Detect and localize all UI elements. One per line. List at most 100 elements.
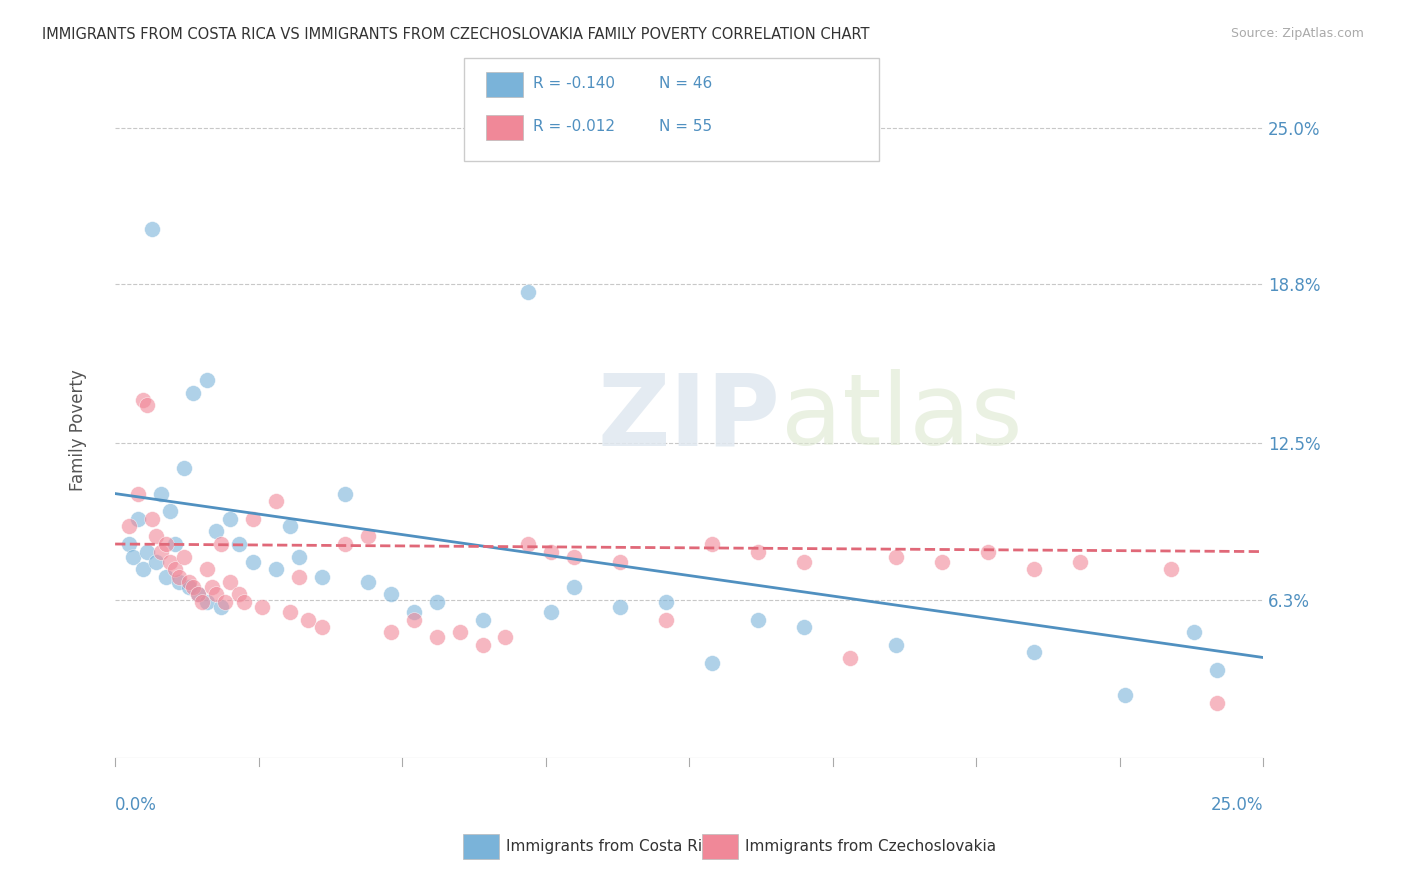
- Point: [884, 549, 907, 564]
- Point: [540, 605, 562, 619]
- Text: N = 55: N = 55: [659, 120, 713, 134]
- Point: [214, 595, 236, 609]
- Text: N = 46: N = 46: [659, 77, 713, 91]
- Point: [495, 631, 517, 645]
- Text: R = -0.140: R = -0.140: [533, 77, 614, 91]
- Point: [333, 537, 356, 551]
- Text: 0.0%: 0.0%: [115, 797, 157, 814]
- Point: [136, 398, 159, 412]
- Point: [136, 544, 159, 558]
- Point: [609, 600, 631, 615]
- Point: [131, 393, 153, 408]
- Point: [177, 580, 200, 594]
- Point: [471, 613, 494, 627]
- Point: [471, 638, 494, 652]
- Point: [426, 595, 449, 609]
- Point: [150, 544, 173, 558]
- Point: [562, 549, 585, 564]
- Point: [141, 221, 163, 235]
- Point: [747, 613, 769, 627]
- Point: [311, 570, 333, 584]
- Point: [333, 486, 356, 500]
- Text: ZIP: ZIP: [598, 369, 780, 467]
- Point: [278, 605, 301, 619]
- Point: [191, 595, 214, 609]
- Point: [264, 562, 287, 576]
- Point: [163, 537, 186, 551]
- Point: [747, 544, 769, 558]
- Point: [793, 555, 815, 569]
- Point: [173, 461, 195, 475]
- Point: [127, 512, 149, 526]
- Point: [311, 620, 333, 634]
- Point: [931, 555, 953, 569]
- Point: [609, 555, 631, 569]
- Point: [169, 570, 191, 584]
- Point: [250, 600, 273, 615]
- Point: [187, 587, 209, 601]
- Point: [159, 504, 181, 518]
- Point: [181, 580, 204, 594]
- Point: [127, 486, 149, 500]
- Point: [232, 595, 254, 609]
- Point: [655, 613, 678, 627]
- Point: [159, 555, 181, 569]
- Point: [380, 587, 402, 601]
- Point: [122, 549, 145, 564]
- Point: [169, 574, 191, 589]
- Point: [449, 625, 471, 640]
- Point: [793, 620, 815, 634]
- Point: [155, 570, 177, 584]
- Point: [1182, 625, 1205, 640]
- Point: [141, 512, 163, 526]
- Point: [195, 595, 218, 609]
- Point: [209, 537, 232, 551]
- Text: IMMIGRANTS FROM COSTA RICA VS IMMIGRANTS FROM CZECHOSLOVAKIA FAMILY POVERTY CORR: IMMIGRANTS FROM COSTA RICA VS IMMIGRANTS…: [42, 27, 870, 42]
- Point: [1206, 663, 1229, 677]
- Point: [205, 524, 228, 539]
- Point: [562, 580, 585, 594]
- Text: Immigrants from Costa Rica: Immigrants from Costa Rica: [506, 839, 720, 854]
- Point: [1022, 645, 1045, 659]
- Point: [228, 587, 250, 601]
- Point: [655, 595, 678, 609]
- Point: [402, 613, 425, 627]
- Point: [1022, 562, 1045, 576]
- Point: [118, 537, 141, 551]
- Point: [118, 519, 141, 533]
- Point: [357, 574, 380, 589]
- Point: [380, 625, 402, 640]
- Point: [187, 587, 209, 601]
- Point: [1069, 555, 1091, 569]
- Point: [181, 385, 204, 400]
- Point: [242, 512, 264, 526]
- Point: [357, 529, 380, 543]
- Point: [228, 537, 250, 551]
- Point: [131, 562, 153, 576]
- Point: [1206, 696, 1229, 710]
- Text: Immigrants from Czechoslovakia: Immigrants from Czechoslovakia: [745, 839, 997, 854]
- Point: [242, 555, 264, 569]
- Point: [976, 544, 998, 558]
- Point: [288, 570, 311, 584]
- Point: [173, 549, 195, 564]
- Text: atlas: atlas: [780, 369, 1022, 467]
- Point: [155, 537, 177, 551]
- Point: [150, 486, 173, 500]
- Text: Family Poverty: Family Poverty: [69, 369, 87, 491]
- Point: [145, 555, 167, 569]
- Point: [200, 580, 222, 594]
- Point: [145, 529, 167, 543]
- Point: [517, 285, 540, 299]
- Point: [209, 600, 232, 615]
- Point: [297, 613, 319, 627]
- Point: [402, 605, 425, 619]
- Point: [1114, 689, 1136, 703]
- Text: 25.0%: 25.0%: [1211, 797, 1263, 814]
- Point: [838, 650, 860, 665]
- Point: [264, 494, 287, 508]
- Point: [195, 562, 218, 576]
- Point: [540, 544, 562, 558]
- Point: [700, 656, 723, 670]
- Point: [278, 519, 301, 533]
